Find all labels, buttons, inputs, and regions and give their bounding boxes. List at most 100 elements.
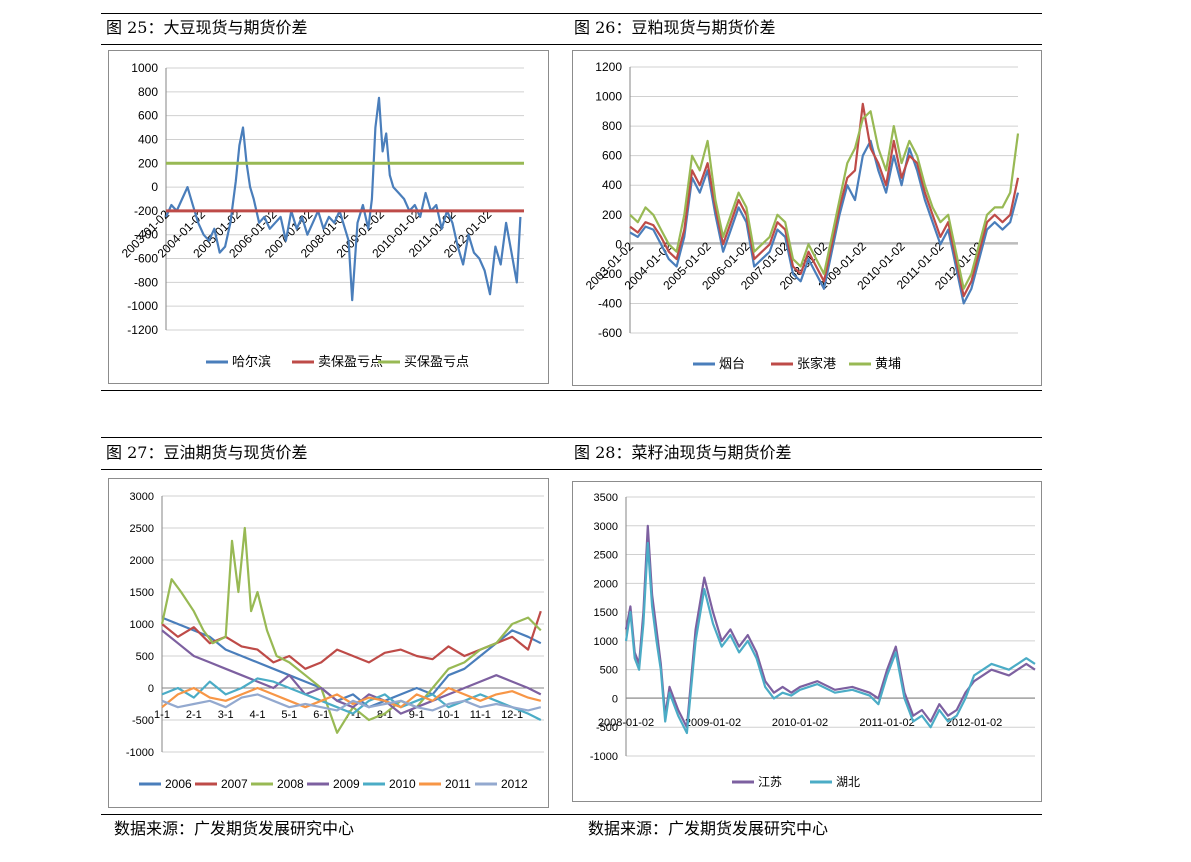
figure-26-top-rule xyxy=(570,13,1042,14)
legend-label: 黄埔 xyxy=(875,356,901,371)
series-line-2009 xyxy=(161,629,542,715)
legend-label: 湖北 xyxy=(836,774,860,789)
legend-label: 卖保盈亏点 xyxy=(318,354,383,369)
y-tick-label: 500 xyxy=(600,665,618,677)
series-line-2010 xyxy=(161,677,542,721)
y-tick-label: -1000 xyxy=(590,751,618,763)
y-tick-label: -200 xyxy=(134,204,158,218)
x-tick-label: 5-1 xyxy=(281,709,297,721)
figure-27-title-rule xyxy=(101,469,570,470)
series-line-江苏 xyxy=(624,524,1036,729)
y-tick-label: 1000 xyxy=(131,61,158,75)
figure-28-source: 数据来源：广发期货发展研究中心 xyxy=(588,819,829,838)
y-tick-label: 600 xyxy=(138,109,158,123)
y-tick-label: 3000 xyxy=(594,521,618,533)
x-tick-label: 2010-01-02 xyxy=(772,717,828,729)
y-tick-label: 0 xyxy=(148,683,154,695)
legend-label: 2012 xyxy=(501,777,528,791)
y-tick-label: 0 xyxy=(612,693,618,705)
legend-label: 哈尔滨 xyxy=(232,354,271,369)
y-tick-label: 1500 xyxy=(130,587,154,599)
y-tick-label: 800 xyxy=(138,85,158,99)
figure-27-source: 数据来源：广发期货发展研究中心 xyxy=(114,819,355,838)
y-tick-label: 400 xyxy=(602,178,622,192)
figure-25-title: 图 25：大豆现货与期货价差 xyxy=(106,18,308,37)
legend-label: 2011 xyxy=(445,777,471,791)
y-tick-label: -1000 xyxy=(127,299,158,313)
y-tick-label: 500 xyxy=(136,651,154,663)
figure-26-chart-frame xyxy=(572,50,1042,386)
y-tick-label: 1000 xyxy=(595,90,622,104)
y-tick-label: 1000 xyxy=(594,636,618,648)
y-tick-label: -200 xyxy=(598,267,622,281)
x-tick-label: 2012-01-02 xyxy=(946,717,1002,729)
y-tick-label: -400 xyxy=(134,228,158,242)
legend-label: 买保盈亏点 xyxy=(404,354,469,369)
legend-label: 江苏 xyxy=(758,775,782,789)
figure-25-bottom-rule xyxy=(101,390,570,391)
series-line-2012 xyxy=(161,693,542,712)
y-tick-label: -1200 xyxy=(127,323,158,337)
legend-label: 2009 xyxy=(333,777,360,791)
legend-label: 2008 xyxy=(277,777,304,791)
figure-28-title: 图 28：菜籽油现货与期货价差 xyxy=(574,443,792,462)
series-line-哈尔滨 xyxy=(164,96,522,302)
figure-28-title-rule xyxy=(570,469,1042,470)
y-tick-label: 1500 xyxy=(594,607,618,619)
y-tick-label: -1000 xyxy=(126,747,154,759)
y-tick-label: -500 xyxy=(132,715,154,727)
y-tick-label: 2000 xyxy=(594,578,618,590)
figure-28-bottom-rule xyxy=(570,814,1042,815)
figure-27-chart-frame xyxy=(108,478,549,808)
figure-26-title-rule xyxy=(570,44,1042,45)
x-tick-label: 8-1 xyxy=(377,709,393,721)
series-line-烟台 xyxy=(629,139,1020,305)
series-line-张家港 xyxy=(629,102,1020,298)
x-tick-label: 2009-01-02 xyxy=(685,717,741,729)
y-tick-label: -800 xyxy=(134,275,158,289)
figure-26-title: 图 26：豆粕现货与期货价差 xyxy=(574,18,776,37)
x-tick-label: 4-1 xyxy=(250,709,266,721)
y-tick-label: 2000 xyxy=(130,555,154,567)
y-tick-label: 0 xyxy=(151,180,158,194)
y-tick-label: 3000 xyxy=(130,491,154,503)
y-tick-label: 3500 xyxy=(594,492,618,504)
x-tick-label: 3-1 xyxy=(218,709,234,721)
legend-label: 2006 xyxy=(165,777,192,791)
y-tick-label: 600 xyxy=(602,149,622,163)
figure-25-title-rule xyxy=(101,44,570,45)
x-tick-label: 12-1 xyxy=(501,709,523,721)
y-tick-label: 2500 xyxy=(130,523,154,535)
figure-27-title: 图 27：豆油期货与现货价差 xyxy=(106,443,308,462)
figure-27-bottom-rule xyxy=(101,814,570,815)
y-tick-label: 0 xyxy=(615,237,622,251)
figure-26-bottom-rule xyxy=(570,390,1042,391)
series-line-2006 xyxy=(161,616,542,709)
y-tick-label: 2500 xyxy=(594,550,618,562)
figure-27-top-rule xyxy=(101,437,570,438)
y-tick-label: 200 xyxy=(602,208,622,222)
y-tick-label: 200 xyxy=(138,156,158,170)
legend-label: 2007 xyxy=(221,777,248,791)
figure-28-chart-frame xyxy=(572,481,1042,802)
x-tick-label: 10-1 xyxy=(437,709,459,721)
y-tick-label: -500 xyxy=(596,722,618,734)
x-tick-label: 6-1 xyxy=(313,709,329,721)
series-line-湖北 xyxy=(624,541,1036,735)
y-tick-label: 800 xyxy=(602,119,622,133)
series-line-2011 xyxy=(161,686,542,709)
figure-25-top-rule xyxy=(101,13,570,14)
y-tick-label: -600 xyxy=(598,326,622,340)
x-tick-label: 2011-01-02 xyxy=(859,717,914,729)
y-tick-label: -400 xyxy=(598,296,622,310)
x-tick-label: 2-1 xyxy=(186,709,202,721)
legend-label: 张家港 xyxy=(797,356,836,371)
y-tick-label: 400 xyxy=(138,132,158,146)
x-tick-label: 9-1 xyxy=(409,709,425,721)
legend-label: 烟台 xyxy=(719,356,745,371)
y-tick-label: -600 xyxy=(134,252,158,266)
y-tick-label: 1200 xyxy=(595,60,622,74)
figure-28-top-rule xyxy=(570,437,1042,438)
